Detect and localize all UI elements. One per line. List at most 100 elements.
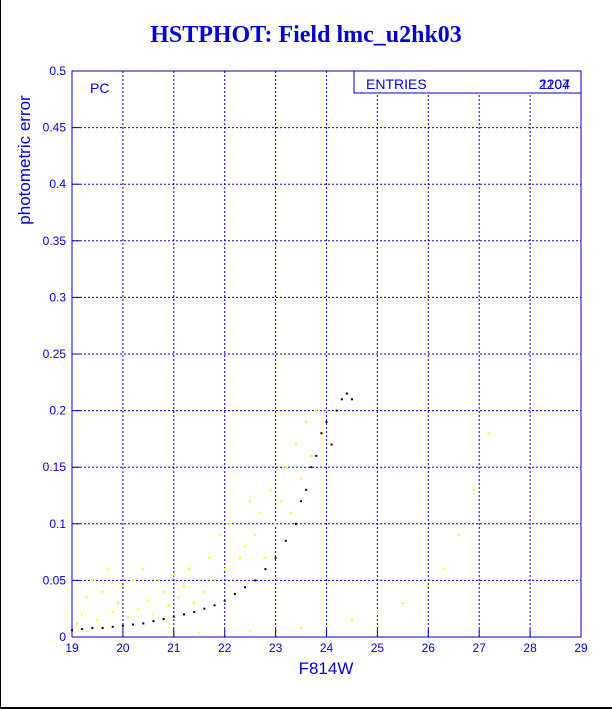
data-point xyxy=(305,420,308,423)
data-point xyxy=(152,620,155,623)
frame-bottom-border xyxy=(0,707,612,709)
data-point xyxy=(330,443,333,446)
data-point xyxy=(274,522,277,525)
y-tick-label: 0.2 xyxy=(49,404,66,418)
stats-box-value: 2204 xyxy=(539,76,570,92)
data-point xyxy=(279,500,282,503)
data-point xyxy=(249,500,252,503)
x-tick-label: 20 xyxy=(116,641,130,655)
data-point xyxy=(96,619,99,622)
data-point xyxy=(101,625,104,628)
data-point xyxy=(91,626,94,629)
data-point xyxy=(162,619,165,622)
data-point xyxy=(488,432,491,435)
data-point xyxy=(76,622,79,625)
x-tick-label: 24 xyxy=(320,641,334,655)
data-point xyxy=(142,622,145,625)
data-point xyxy=(340,398,343,401)
data-point xyxy=(162,590,165,593)
data-point xyxy=(208,556,211,559)
data-point xyxy=(167,604,170,607)
data-point xyxy=(137,607,140,610)
data-point xyxy=(198,579,201,582)
data-point xyxy=(147,599,150,602)
x-axis-ticks: 19 20 21 22 23 24 25 26 27 28 29 xyxy=(65,629,588,655)
data-point xyxy=(228,522,231,525)
data-point xyxy=(274,556,277,559)
series-group xyxy=(71,392,353,632)
data-point xyxy=(254,534,257,537)
data-point xyxy=(182,585,185,588)
data-point xyxy=(182,613,185,616)
chart-title: HSTPHOT: Field lmc_u2hk03 xyxy=(150,22,462,48)
data-point xyxy=(152,613,155,616)
data-point xyxy=(315,409,318,412)
data-point xyxy=(376,611,379,614)
data-point xyxy=(254,579,257,582)
y-tick-label: 0.05 xyxy=(43,573,67,587)
data-point xyxy=(177,596,180,599)
y-tick-label: 0.25 xyxy=(43,347,67,361)
data-point xyxy=(294,443,297,446)
data-point xyxy=(203,590,206,593)
data-point xyxy=(325,409,328,412)
data-point xyxy=(294,522,297,525)
y-tick-label: 0.3 xyxy=(49,290,66,304)
y-axis-label: photometric error xyxy=(15,95,34,225)
data-point xyxy=(457,534,460,537)
x-tick-label: 29 xyxy=(574,641,588,655)
data-point xyxy=(244,545,247,548)
data-point xyxy=(213,579,216,582)
data-point xyxy=(335,409,338,412)
data-point xyxy=(233,592,236,595)
data-point xyxy=(473,488,476,491)
data-point xyxy=(116,602,119,605)
data-point xyxy=(162,617,165,620)
data-point xyxy=(157,579,160,582)
x-tick-label: 25 xyxy=(371,641,385,655)
data-point xyxy=(300,626,303,629)
data-point xyxy=(264,556,267,559)
data-point xyxy=(121,624,124,627)
x-tick-label: 21 xyxy=(167,641,181,655)
data-point xyxy=(300,477,303,480)
y-tick-label: 0.15 xyxy=(43,460,67,474)
data-point xyxy=(284,539,287,542)
data-point xyxy=(238,556,241,559)
stats-box-value-overlay: 1107 xyxy=(540,76,570,92)
y-tick-label: 0 xyxy=(59,630,66,644)
data-point xyxy=(111,611,114,614)
data-point xyxy=(101,626,104,629)
data-point xyxy=(345,392,348,395)
data-point xyxy=(126,615,129,618)
data-point xyxy=(223,599,226,602)
y-tick-label: 0.35 xyxy=(43,234,67,248)
data-point xyxy=(264,568,267,571)
data-point xyxy=(350,398,353,401)
data-point xyxy=(218,534,221,537)
data-point xyxy=(172,573,175,576)
data-point xyxy=(172,615,175,618)
data-point xyxy=(193,611,196,614)
data-point xyxy=(91,579,94,582)
data-point xyxy=(81,628,84,631)
data-point xyxy=(198,632,201,635)
y-tick-label: 0.45 xyxy=(43,121,67,135)
grid-lines xyxy=(72,71,581,637)
data-point xyxy=(244,586,247,589)
x-tick-label: 27 xyxy=(473,641,487,655)
data-point xyxy=(223,568,226,571)
data-point xyxy=(249,630,252,633)
x-tick-label: 28 xyxy=(523,641,537,655)
data-point xyxy=(106,568,109,571)
data-point xyxy=(325,624,328,627)
x-tick-label: 22 xyxy=(218,641,232,655)
data-point xyxy=(289,511,292,514)
data-point xyxy=(310,466,313,469)
data-point xyxy=(269,488,272,491)
data-point xyxy=(427,585,430,588)
data-point xyxy=(442,568,445,571)
data-point xyxy=(193,602,196,605)
data-point xyxy=(86,596,89,599)
data-point xyxy=(320,432,323,435)
